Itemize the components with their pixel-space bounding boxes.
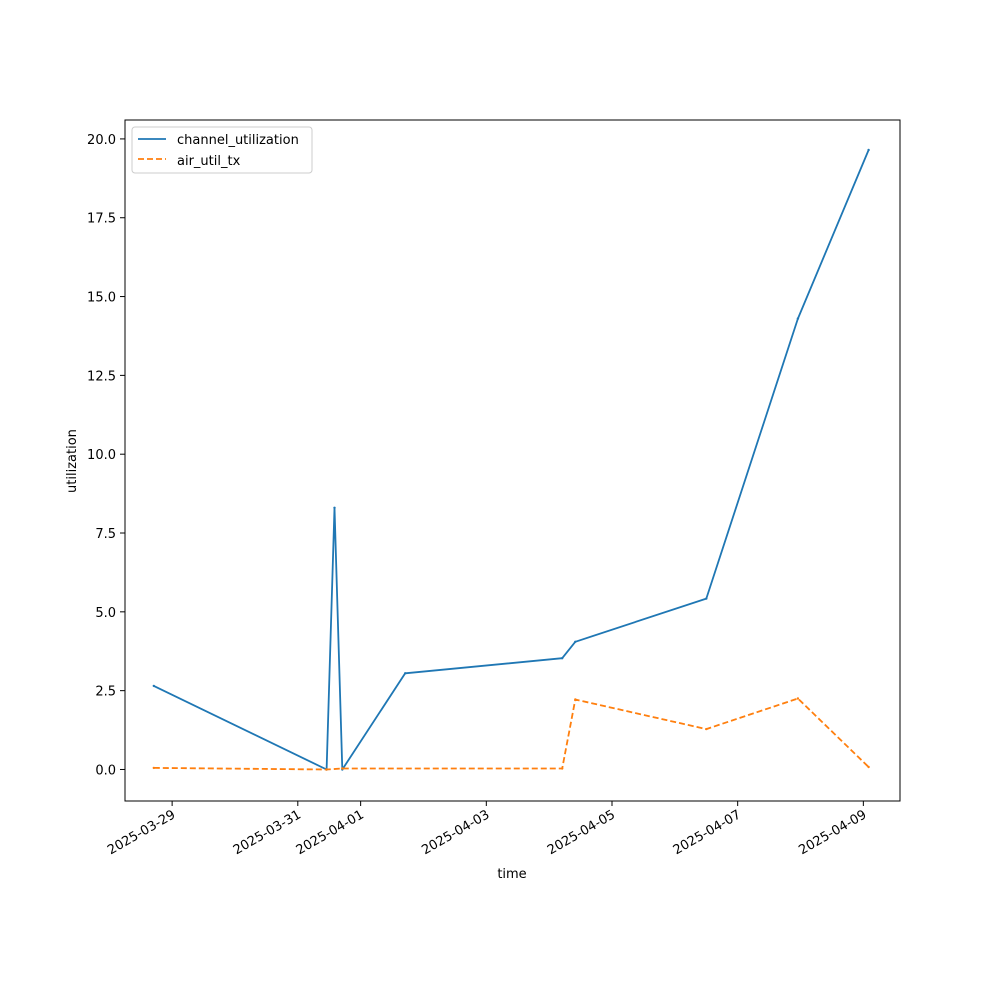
x-tick-label: 2025-04-01 [294,807,367,858]
y-axis-label: utilization [65,429,80,493]
x-axis-label: time [497,867,526,882]
data-point-channel-utilization-2 [333,506,336,509]
legend-label-air-util-tx: air_util_tx [177,154,241,169]
series-line-channel-utilization [153,149,870,771]
data-point-channel-utilization-8 [796,317,800,320]
data-point-channel-utilization-5 [561,657,564,660]
y-tick-label: 20.0 [87,133,116,148]
data-point-air-util-tx-6 [796,697,800,700]
series-line-air-util-tx [153,697,870,771]
data-point-air-util-tx-5 [705,727,708,731]
y-tick-label: 2.5 [95,685,116,700]
y-tick-label: 17.5 [87,212,116,227]
data-point-air-util-tx-1 [325,768,328,771]
legend-box [131,126,313,174]
y-tick-label: 5.0 [95,606,116,621]
y-tick-label: 12.5 [87,369,116,384]
y-axis-ticks: 0.0 2.5 5.0 7.5 10.0 12.5 15.0 17.5 20.0 [87,133,125,778]
series-layer [152,148,870,771]
data-point-channel-utilization-9 [867,148,870,152]
plot-frame [124,119,901,802]
data-point-air-util-tx-0 [152,766,155,770]
y-tick-label: 10.0 [87,448,116,463]
x-tick-label: 2025-04-09 [796,807,869,858]
data-point-air-util-tx-3 [561,767,564,770]
data-point-channel-utilization-0 [152,684,155,688]
y-tick-label: 0.0 [95,763,116,778]
x-tick-label: 2025-04-05 [545,807,618,858]
data-point-air-util-tx-2 [341,767,344,770]
y-tick-label: 7.5 [95,527,116,542]
x-tick-label: 2025-03-29 [105,807,178,858]
data-point-channel-utilization-7 [705,597,708,600]
x-tick-label: 2025-04-03 [419,807,492,858]
x-tick-label: 2025-04-07 [671,807,744,858]
y-tick-label: 15.0 [87,291,116,306]
data-point-air-util-tx-7 [867,765,870,769]
legend: channel_utilization air_util_tx [131,126,313,174]
legend-label-channel-utilization: channel_utilization [177,133,299,148]
data-point-channel-utilization-6 [574,640,577,643]
x-tick-label: 2025-03-31 [231,807,304,858]
data-point-channel-utilization-4 [404,672,407,675]
data-point-air-util-tx-4 [574,698,577,701]
